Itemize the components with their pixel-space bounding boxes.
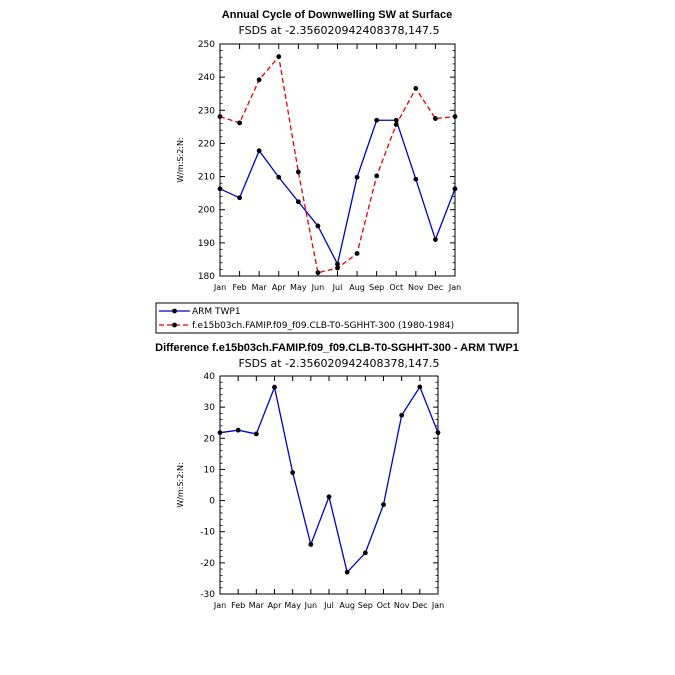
x-tick-label: Mar: [249, 601, 265, 610]
y-tick-label: 240: [198, 73, 215, 83]
data-point: [217, 186, 223, 192]
data-point: [381, 502, 386, 508]
data-point: [276, 174, 282, 180]
x-tick-label: Jan: [431, 601, 444, 610]
data-point: [413, 176, 419, 182]
chart-title: Annual Cycle of Downwelling SW at Surfac…: [222, 9, 452, 21]
data-point: [374, 117, 380, 123]
data-point: [433, 237, 438, 242]
data-point: [399, 412, 405, 418]
x-tick-label: Jul: [332, 283, 343, 292]
y-axis-label: W/m:S:2:N:: [176, 137, 185, 182]
data-point: [256, 77, 262, 83]
x-tick-label: Nov: [394, 601, 410, 610]
x-tick-label: Oct: [377, 601, 391, 610]
y-tick-label: 180: [198, 272, 215, 282]
x-tick-label: Jan: [213, 283, 226, 292]
x-tick-label: Jun: [304, 601, 318, 610]
y-tick-label: 210: [198, 173, 215, 183]
y-tick-label: -30: [200, 590, 215, 600]
x-tick-label: Oct: [389, 283, 403, 292]
x-tick-label: Mar: [252, 283, 268, 292]
y-tick-label: 40: [204, 372, 216, 382]
y-tick-label: 0: [209, 497, 215, 507]
legend-box: [155, 302, 519, 334]
data-point: [362, 550, 368, 556]
y-tick-label: 10: [204, 465, 216, 475]
chart-title: Difference f.e15b03ch.FAMIP.f09_f09.CLB-…: [155, 342, 519, 354]
x-tick-label: Dec: [412, 601, 427, 610]
y-tick-label: 230: [198, 106, 215, 116]
x-tick-label: Apr: [272, 283, 287, 292]
chart-subtitle: FSDS at -2.356020942408378,147.5: [238, 24, 439, 37]
series-line: [219, 384, 439, 574]
data-point: [295, 169, 301, 175]
data-point: [335, 261, 340, 267]
data-point: [290, 470, 296, 475]
data-point: [256, 148, 262, 154]
data-point: [217, 114, 223, 119]
x-tick-label: May: [290, 283, 307, 292]
y-tick-label: 250: [198, 40, 215, 50]
data-point: [435, 430, 441, 436]
y-tick-label: 220: [198, 139, 215, 149]
data-point: [417, 384, 423, 390]
x-tick-label: Jul: [323, 601, 334, 610]
chart-subtitle: FSDS at -2.356020942408378,147.5: [238, 357, 439, 370]
data-point: [393, 122, 399, 127]
legend-label-model: f.e15b03ch.FAMIP.f09_f09.CLB-T0-SGHHT-30…: [192, 321, 454, 331]
data-point: [217, 430, 223, 436]
x-tick-label: May: [284, 601, 301, 610]
y-tick-label: -20: [200, 559, 215, 569]
difference-chart: Difference f.e15b03ch.FAMIP.f09_f09.CLB-…: [155, 342, 519, 610]
legend-marker-model: [172, 322, 177, 328]
data-point: [315, 223, 321, 229]
data-point: [235, 427, 241, 433]
x-tick-label: Feb: [232, 283, 246, 292]
series-line: [219, 55, 456, 274]
x-tick-label: Sep: [358, 601, 373, 610]
data-point: [452, 186, 458, 192]
series-line: [219, 119, 456, 266]
data-point: [276, 54, 282, 59]
data-point: [393, 117, 399, 123]
data-point: [374, 173, 380, 179]
data-point: [315, 270, 321, 276]
x-tick-label: Jan: [448, 283, 461, 292]
x-tick-label: Dec: [428, 283, 443, 292]
x-tick-label: Apr: [268, 601, 283, 610]
data-point: [237, 195, 242, 201]
data-point: [253, 431, 259, 437]
data-point: [272, 384, 277, 390]
annual-cycle-chart: Annual Cycle of Downwelling SW at Surfac…: [176, 9, 461, 292]
x-tick-label: Jan: [213, 601, 226, 610]
data-point: [354, 251, 360, 256]
x-tick-label: Aug: [339, 601, 355, 610]
data-point: [413, 86, 419, 91]
data-point: [452, 114, 458, 119]
y-tick-label: 200: [198, 206, 215, 216]
y-tick-label: 190: [198, 239, 215, 249]
x-tick-label: Jun: [311, 283, 325, 292]
data-point: [308, 542, 314, 547]
legend: ARM TWP1 f.e15b03ch.FAMIP.f09_f09.CLB-T0…: [155, 302, 519, 334]
y-tick-label: 30: [204, 403, 216, 413]
data-point: [295, 199, 301, 205]
x-tick-label: Sep: [369, 283, 384, 292]
y-tick-label: -10: [200, 528, 215, 538]
x-tick-label: Feb: [231, 601, 245, 610]
data-point: [344, 569, 350, 575]
y-tick-label: 20: [204, 434, 216, 444]
legend-label-arm: ARM TWP1: [192, 307, 241, 317]
data-point: [433, 116, 438, 121]
y-axis-label: W/m:S:2:N:: [176, 462, 185, 507]
x-tick-label: Nov: [408, 283, 424, 292]
data-point: [335, 265, 340, 271]
data-point: [326, 494, 332, 500]
legend-marker-arm: [172, 308, 177, 314]
data-point: [354, 174, 360, 180]
data-point: [237, 120, 242, 126]
x-tick-label: Aug: [349, 283, 365, 292]
